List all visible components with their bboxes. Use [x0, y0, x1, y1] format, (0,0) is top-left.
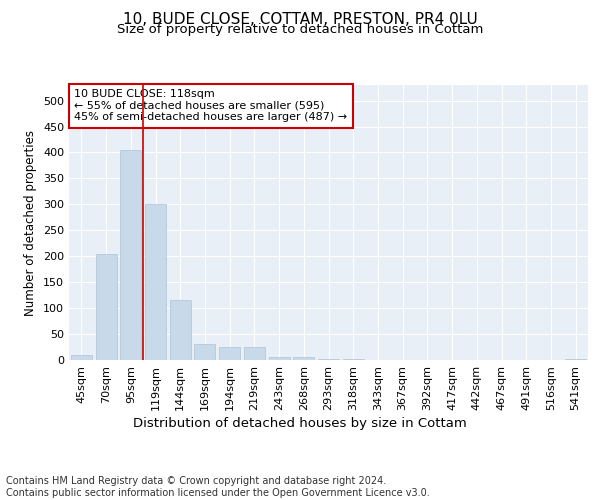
Text: Contains HM Land Registry data © Crown copyright and database right 2024.
Contai: Contains HM Land Registry data © Crown c…	[6, 476, 430, 498]
Bar	[194, 344, 215, 360]
Bar	[293, 358, 314, 360]
Text: 10, BUDE CLOSE, COTTAM, PRESTON, PR4 0LU: 10, BUDE CLOSE, COTTAM, PRESTON, PR4 0LU	[122, 12, 478, 28]
Bar	[120, 150, 141, 360]
Bar	[145, 204, 166, 360]
Text: Distribution of detached houses by size in Cottam: Distribution of detached houses by size …	[133, 418, 467, 430]
Bar	[269, 358, 290, 360]
Y-axis label: Number of detached properties: Number of detached properties	[25, 130, 37, 316]
Bar	[170, 300, 191, 360]
Bar	[71, 355, 92, 360]
Bar	[219, 347, 240, 360]
Bar	[95, 254, 116, 360]
Bar	[244, 347, 265, 360]
Text: 10 BUDE CLOSE: 118sqm
← 55% of detached houses are smaller (595)
45% of semi-det: 10 BUDE CLOSE: 118sqm ← 55% of detached …	[74, 89, 347, 122]
Text: Size of property relative to detached houses in Cottam: Size of property relative to detached ho…	[117, 22, 483, 36]
